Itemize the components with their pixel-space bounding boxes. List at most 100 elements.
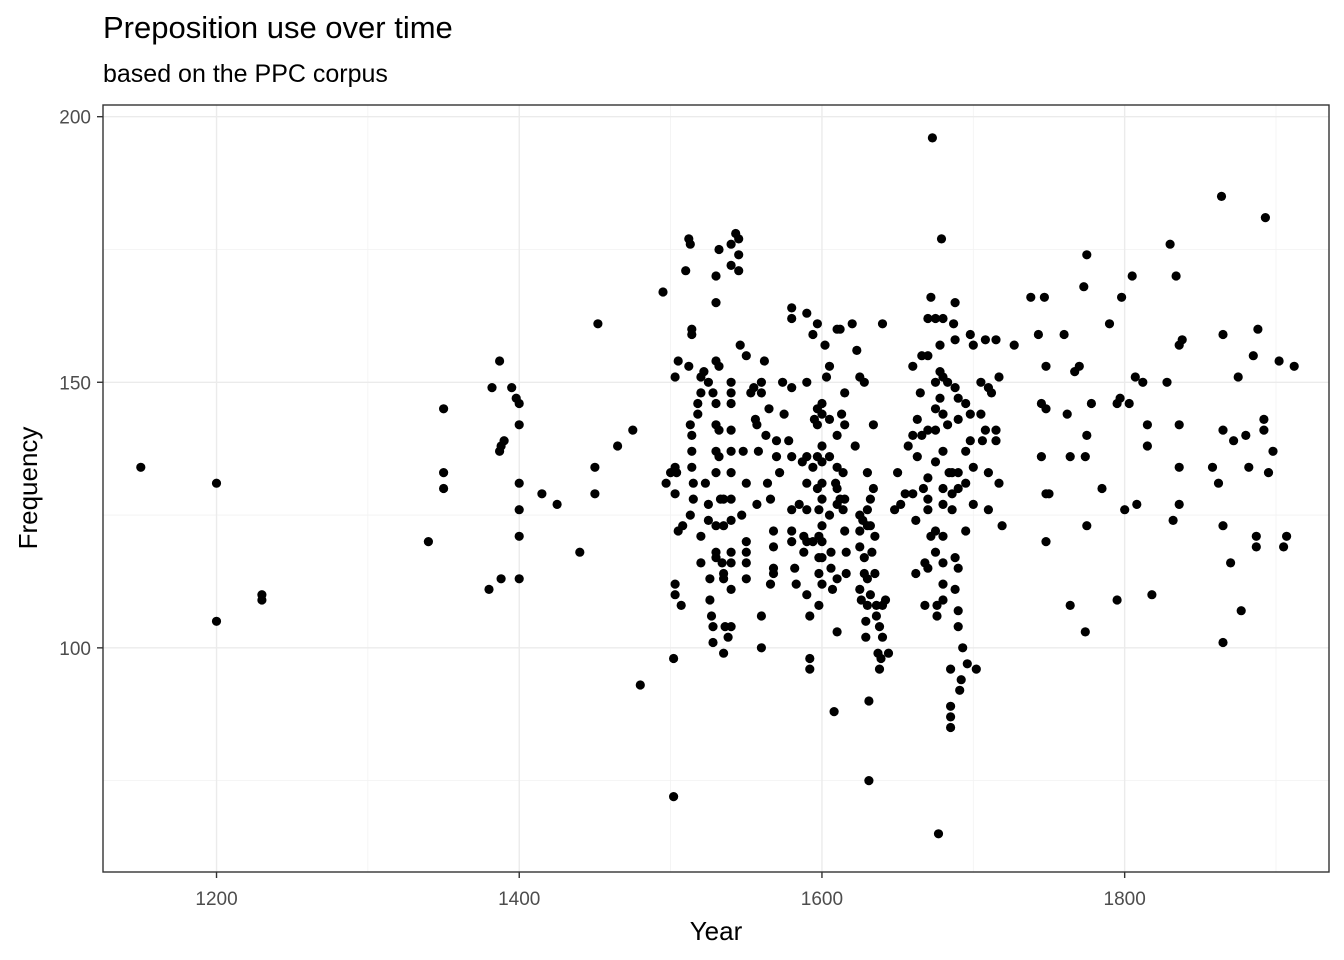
data-point [953, 393, 963, 403]
data-point [938, 483, 948, 494]
data-point [817, 409, 827, 419]
data-point [861, 632, 871, 642]
data-point [946, 664, 956, 674]
data-point [1026, 292, 1036, 302]
data-point [930, 547, 941, 557]
data-point [935, 340, 945, 350]
data-point [714, 452, 724, 462]
data-point [947, 505, 957, 515]
data-point [862, 600, 873, 611]
data-point [927, 133, 938, 143]
data-point [953, 563, 963, 573]
data-point [868, 420, 879, 430]
data-point [487, 383, 497, 393]
data-point [933, 829, 944, 839]
data-point [900, 489, 910, 499]
data-point [824, 361, 835, 371]
data-point [817, 441, 827, 451]
data-point [1253, 324, 1263, 334]
data-point [779, 409, 789, 419]
data-point [802, 590, 812, 600]
data-point [706, 611, 717, 621]
data-point [590, 489, 600, 499]
data-point [787, 452, 797, 462]
data-point [950, 335, 960, 345]
data-point [1097, 483, 1107, 494]
data-point [821, 372, 832, 382]
data-point [950, 383, 960, 393]
data-point [1079, 282, 1089, 292]
data-point [808, 329, 818, 340]
data-point [1120, 505, 1130, 515]
data-point [749, 383, 759, 393]
data-point [874, 622, 885, 632]
data-point [734, 250, 744, 260]
data-point [976, 409, 986, 419]
data-point [1132, 499, 1142, 509]
data-point [920, 600, 930, 611]
data-point [734, 266, 744, 276]
data-point [1082, 430, 1092, 440]
data-point [938, 595, 948, 605]
data-point [1142, 441, 1152, 451]
data-point [799, 547, 809, 557]
data-point [741, 537, 751, 547]
data-point [726, 388, 736, 398]
data-point [949, 319, 959, 329]
data-point [912, 414, 922, 424]
data-point [817, 494, 827, 504]
data-point [1229, 436, 1239, 446]
data-point [1207, 462, 1218, 472]
x-tick-label: 1200 [195, 889, 237, 910]
data-point [669, 792, 679, 802]
data-point [1289, 361, 1299, 371]
data-point [484, 584, 494, 595]
data-point [765, 494, 776, 504]
data-point [1274, 356, 1284, 366]
data-point [908, 430, 918, 440]
data-point [787, 313, 797, 324]
data-point [994, 372, 1004, 382]
data-point [719, 574, 729, 584]
data-point [838, 505, 848, 515]
data-point [778, 377, 788, 387]
data-point [994, 478, 1004, 488]
data-point [211, 478, 222, 488]
data-point [1241, 430, 1251, 440]
data-point [855, 526, 865, 536]
data-point [841, 568, 851, 579]
data-point [684, 361, 694, 371]
data-point [756, 611, 767, 621]
data-point [991, 436, 1001, 446]
data-point [764, 404, 774, 414]
data-point [918, 483, 929, 494]
chart-title: Preposition use over time [103, 10, 453, 45]
data-point [946, 712, 956, 722]
grid-major [103, 105, 1329, 872]
data-point [817, 537, 827, 547]
data-point [1218, 521, 1228, 531]
data-point [832, 483, 842, 494]
data-point [802, 308, 812, 318]
data-point [832, 462, 842, 472]
data-point [896, 499, 906, 509]
data-point [938, 531, 948, 541]
data-point [1147, 590, 1157, 600]
data-point [802, 377, 812, 387]
data-point [1162, 377, 1172, 387]
data-point [705, 595, 715, 605]
data-point [496, 574, 506, 584]
data-point [1248, 351, 1258, 361]
data-point [946, 701, 956, 711]
data-point [1259, 425, 1269, 435]
y-axis-ticks: 100 150 200 [59, 108, 103, 660]
data-point [864, 776, 874, 786]
data-point [708, 637, 718, 648]
data-point [687, 446, 697, 456]
data-point [855, 542, 865, 552]
data-point [867, 547, 877, 557]
data-point [826, 563, 836, 573]
data-point [703, 499, 714, 509]
data-point [956, 675, 966, 685]
